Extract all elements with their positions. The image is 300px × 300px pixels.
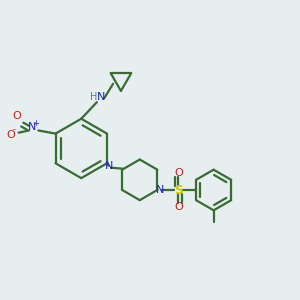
Text: S: S (174, 184, 183, 196)
Text: O: O (174, 202, 183, 212)
Text: O: O (13, 111, 22, 121)
Text: N: N (28, 122, 36, 132)
Text: N: N (105, 161, 113, 171)
Text: N: N (156, 185, 164, 195)
Text: N: N (97, 92, 105, 103)
Text: +: + (32, 119, 39, 128)
Text: -: - (13, 125, 16, 134)
Text: O: O (174, 168, 183, 178)
Text: H: H (90, 92, 97, 103)
Text: O: O (7, 130, 16, 140)
